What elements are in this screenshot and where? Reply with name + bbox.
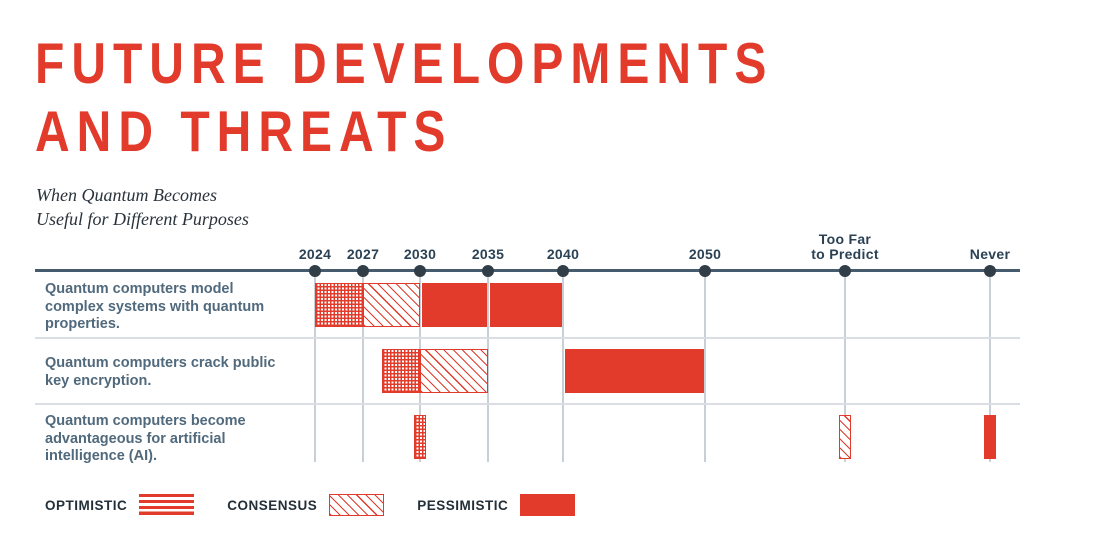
bar-pessimistic (421, 283, 487, 327)
title-line-1: FUTURE DEVELOPMENTS (35, 32, 774, 96)
gridline-2050 (704, 272, 706, 462)
page-title: FUTURE DEVELOPMENTS AND THREATS (35, 30, 773, 167)
tick-dot-never (984, 264, 996, 277)
tick-label-2035: 2035 (471, 246, 505, 262)
optimistic-pattern-swatch (139, 494, 195, 516)
gridline-2027 (362, 272, 364, 462)
tick-dot-2050 (699, 264, 711, 277)
timeline-axis (35, 269, 1020, 272)
consensus-pattern-swatch (329, 494, 385, 516)
legend-item-optimistic: OPTIMISTIC (45, 494, 195, 516)
tick-dot-2040 (557, 264, 569, 277)
pessimistic-pattern-swatch (520, 494, 576, 516)
gridline-2035 (487, 272, 489, 462)
tick-label-2030: 2030 (403, 246, 437, 262)
row-separator (35, 403, 1020, 405)
tick-dot-2027 (357, 264, 369, 277)
bar-pessimistic (984, 415, 996, 459)
tick-label-2040: 2040 (546, 246, 580, 262)
tick-dot-too_far (839, 264, 851, 277)
tick-label-never: Never (969, 246, 1011, 262)
legend-label-consensus: CONSENSUS (227, 497, 318, 513)
legend: OPTIMISTIC CONSENSUS PESSIMISTIC (45, 494, 608, 516)
tick-label-2027: 2027 (346, 246, 380, 262)
tick-label-2024: 2024 (298, 246, 332, 262)
bar-pessimistic (564, 349, 704, 393)
bar-consensus (420, 349, 488, 393)
tick-label-too_far: Too Far to Predict (811, 231, 879, 262)
bar-optimistic (315, 283, 363, 327)
bar-optimistic (382, 349, 420, 393)
legend-label-pessimistic: PESSIMISTIC (417, 497, 509, 513)
gridline-2024 (314, 272, 316, 462)
title-line-2: AND THREATS (35, 100, 453, 165)
row-separator (35, 337, 1020, 339)
tick-dot-2024 (309, 264, 321, 277)
legend-label-optimistic: OPTIMISTIC (45, 497, 128, 513)
bar-optimistic (414, 415, 426, 459)
gridline-too_far (844, 272, 846, 462)
tick-label-2050: 2050 (688, 246, 722, 262)
legend-item-pessimistic: PESSIMISTIC (417, 494, 576, 516)
gridline-never (989, 272, 991, 462)
chart-subtitle: When Quantum Becomes Useful for Differen… (36, 185, 249, 230)
row-label: Quantum computers crack public key encry… (45, 355, 276, 389)
legend-item-consensus: CONSENSUS (227, 494, 385, 516)
tick-dot-2030 (414, 264, 426, 277)
row-label: Quantum computers become advantageous fo… (45, 413, 246, 465)
tick-dot-2035 (482, 264, 494, 277)
gridline-2040 (562, 272, 564, 462)
bar-consensus (839, 415, 851, 459)
bar-consensus (363, 283, 420, 327)
row-label: Quantum computers model complex systems … (45, 281, 265, 333)
bar-pessimistic (489, 283, 562, 327)
